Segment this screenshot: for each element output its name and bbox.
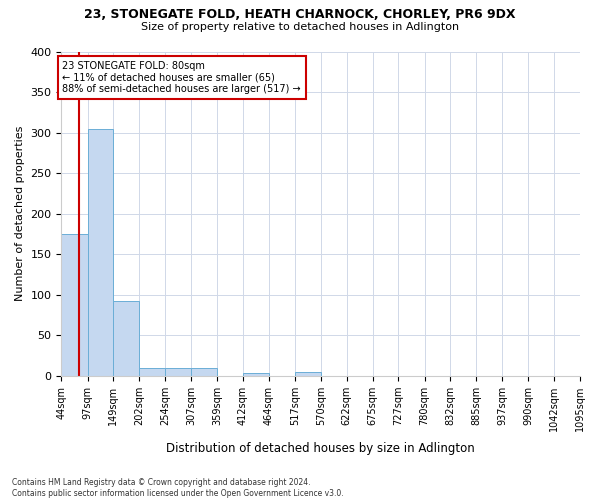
Text: Size of property relative to detached houses in Adlington: Size of property relative to detached ho… [141, 22, 459, 32]
Bar [191, 368, 217, 376]
Bar [165, 368, 191, 376]
Bar [88, 128, 113, 376]
Bar [61, 234, 88, 376]
Text: 23, STONEGATE FOLD, HEATH CHARNOCK, CHORLEY, PR6 9DX: 23, STONEGATE FOLD, HEATH CHARNOCK, CHOR… [84, 8, 516, 20]
Bar [580, 372, 600, 376]
Text: Contains HM Land Registry data © Crown copyright and database right 2024.
Contai: Contains HM Land Registry data © Crown c… [12, 478, 344, 498]
Bar [113, 301, 139, 376]
Bar [295, 372, 321, 376]
Y-axis label: Number of detached properties: Number of detached properties [15, 126, 25, 302]
Bar [243, 372, 269, 376]
Bar [139, 368, 165, 376]
Text: 23 STONEGATE FOLD: 80sqm
← 11% of detached houses are smaller (65)
88% of semi-d: 23 STONEGATE FOLD: 80sqm ← 11% of detach… [62, 61, 301, 94]
X-axis label: Distribution of detached houses by size in Adlington: Distribution of detached houses by size … [166, 442, 475, 455]
